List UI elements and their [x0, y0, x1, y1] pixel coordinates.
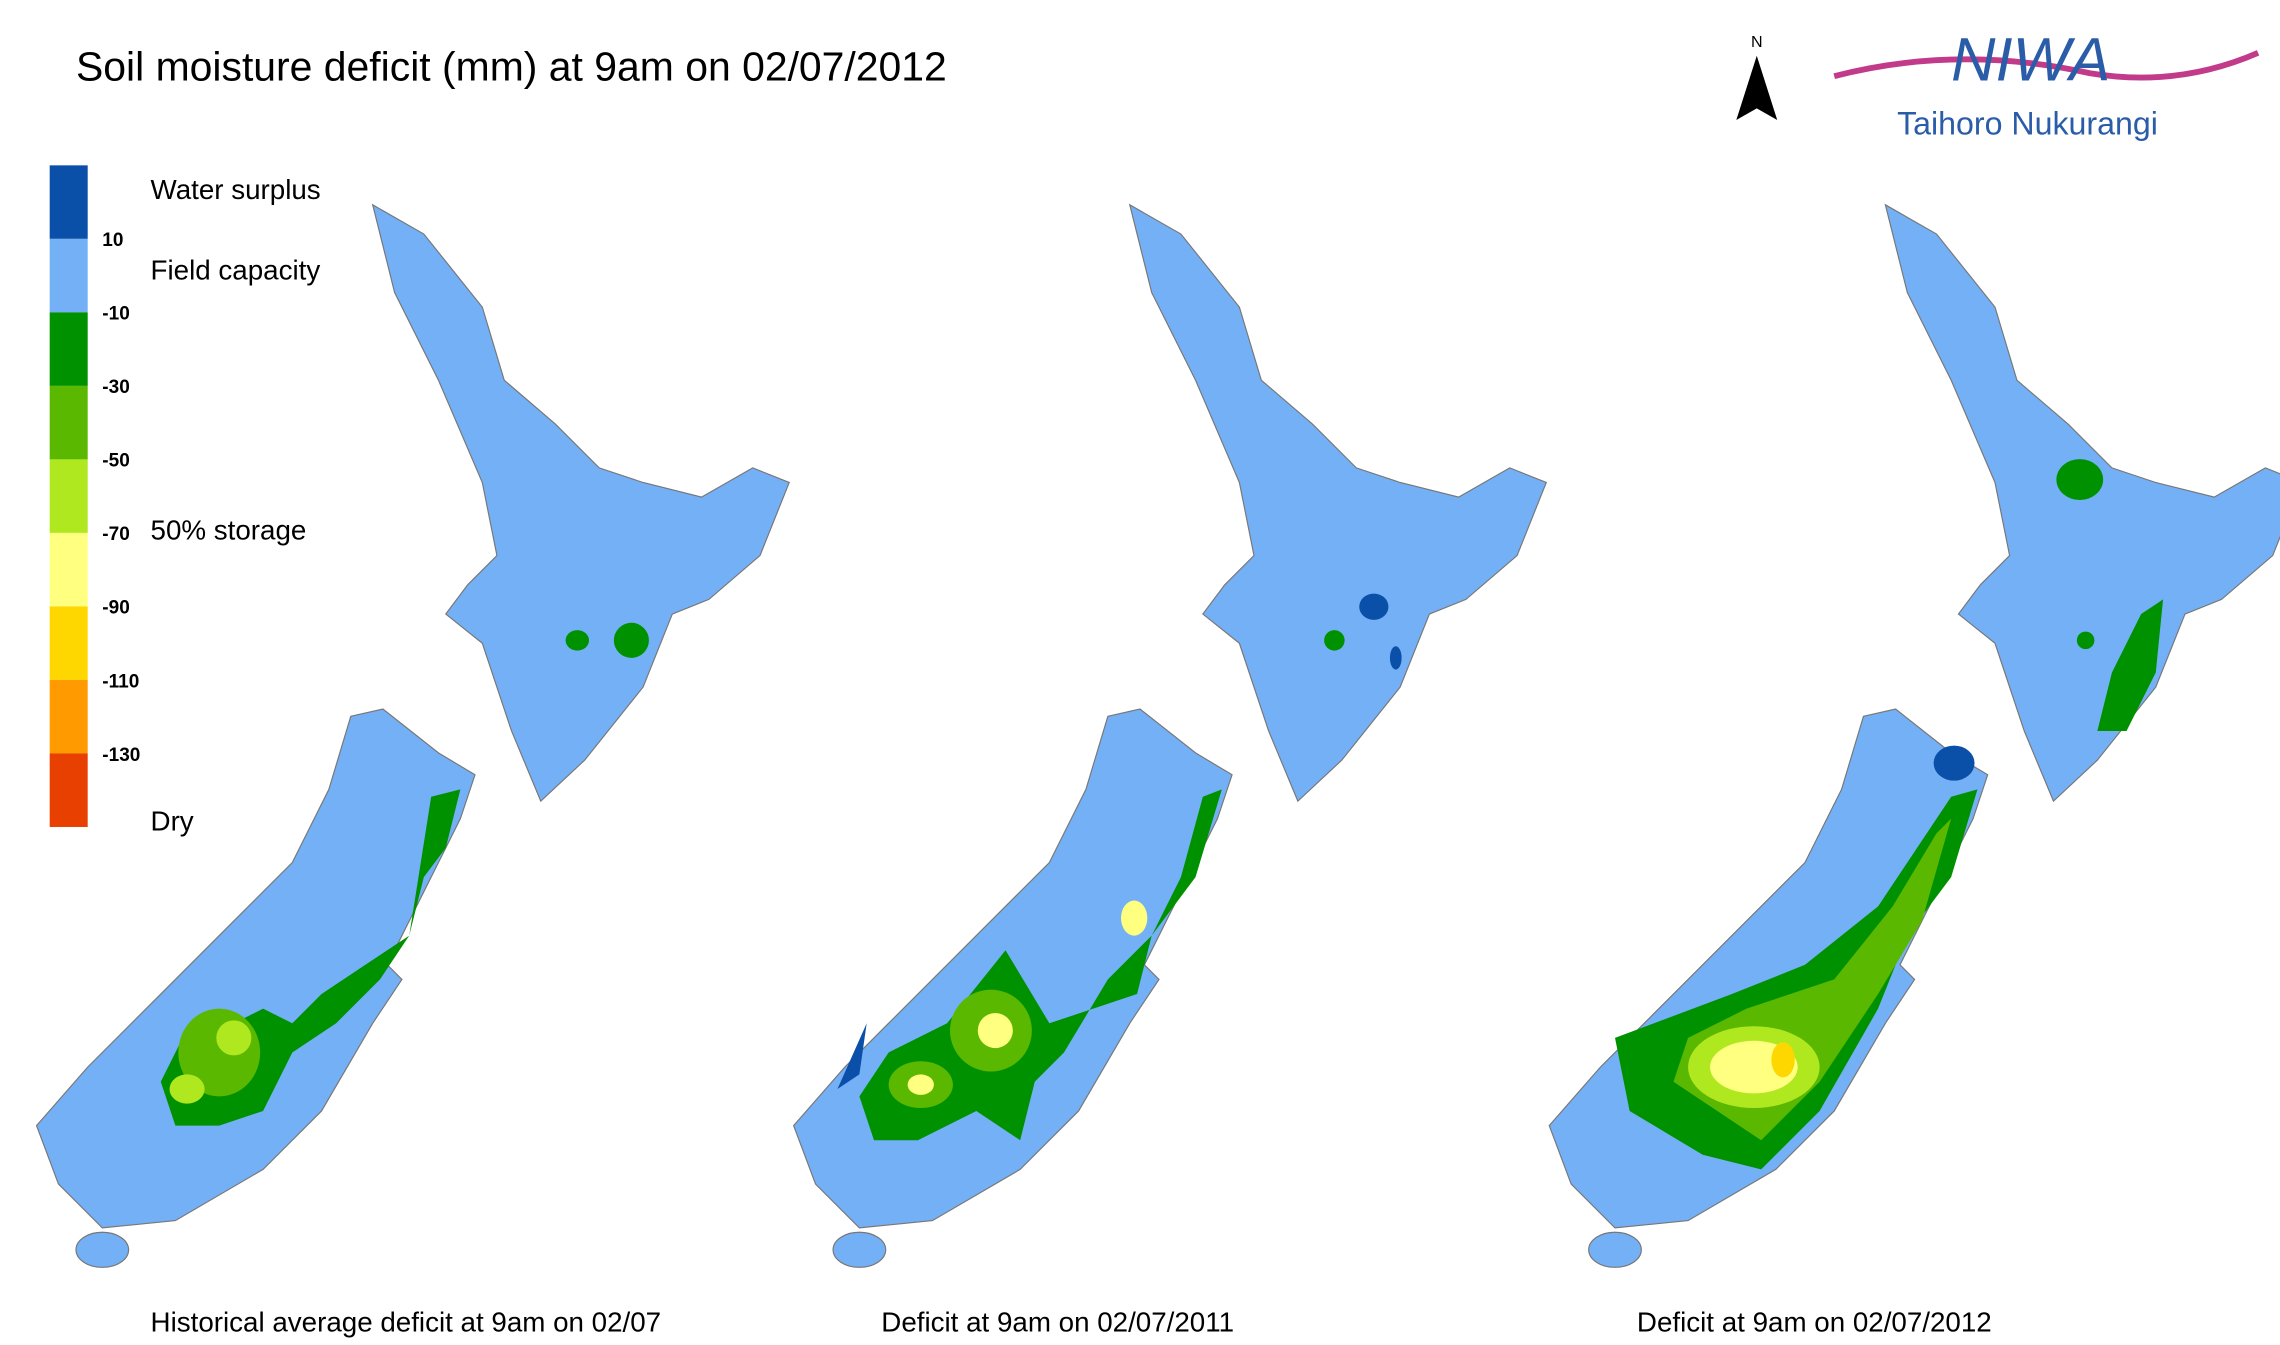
legend-swatch	[49, 532, 88, 607]
legend: 10 -10 -30 -50 -70 -90 -110 -130 Water surplus Fi…	[49, 165, 321, 836]
map-caption: Historical average deficit at 9am on 02/…	[151, 1307, 662, 1338]
legend-tick-label: 10	[102, 230, 123, 251]
legend-label: Dry	[151, 805, 194, 836]
logo-swoosh	[1833, 50, 2260, 81]
map-caption: Deficit at 9am on 02/07/2012	[1637, 1307, 1992, 1338]
north-label: N	[1751, 33, 1763, 51]
north-arrow	[1736, 55, 1778, 121]
legend-swatch	[49, 385, 88, 460]
map	[35, 204, 790, 1268]
title: Soil moisture deficit (mm) at 9am on 02/…	[76, 44, 947, 90]
map	[1548, 204, 2280, 1268]
legend-swatch	[49, 459, 88, 533]
legend-swatch	[49, 165, 88, 239]
legend-label: Water surplus	[151, 174, 321, 205]
legend-tick-label: -70	[102, 524, 129, 545]
legend-swatch	[49, 238, 88, 313]
legend-tick-label: -110	[102, 671, 139, 692]
legend-swatch	[49, 606, 88, 680]
logo-name: NIWA	[1951, 26, 2110, 95]
legend-tick-label: -10	[102, 304, 129, 325]
map	[793, 204, 1547, 1268]
legend-tick-label: -90	[102, 598, 129, 619]
legend-tick-label: -130	[102, 745, 140, 766]
legend-swatch	[49, 679, 88, 754]
map-caption: Deficit at 9am on 02/07/2011	[881, 1307, 1234, 1338]
logo-subtitle: Taihoro Nukurangi	[1897, 106, 2158, 142]
legend-tick-label: -30	[102, 377, 129, 398]
legend-label: 50% storage	[151, 515, 307, 546]
legend-swatch	[49, 753, 88, 827]
legend-label: Field capacity	[151, 254, 321, 285]
legend-tick-label: -50	[102, 451, 129, 472]
legend-swatch	[49, 312, 88, 386]
